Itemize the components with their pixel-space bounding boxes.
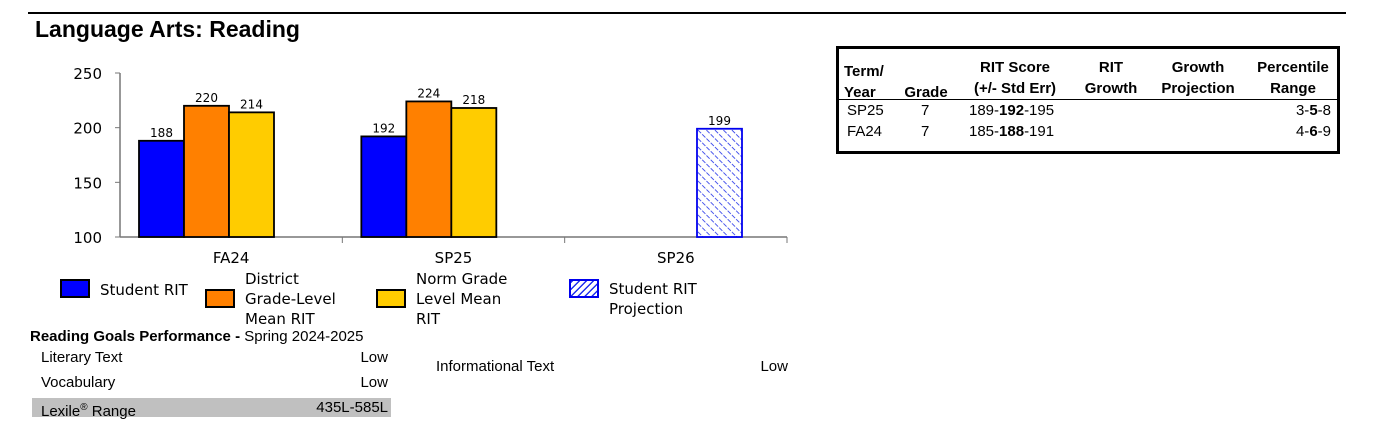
y-tick-label: 250 <box>73 65 102 83</box>
goal-name: Informational Text <box>436 358 555 375</box>
header-rit-growth: RIT Growth <box>1084 59 1138 97</box>
rit-bar-chart: 100 150 200 250 FA24 SP25 SP26 188 220 214 192 224 2… <box>73 65 788 267</box>
header-divider <box>839 99 1337 100</box>
header-percentile-range: Percentile Range <box>1257 59 1329 97</box>
header-growth-projection: Growth Projection <box>1161 59 1235 97</box>
row-rit-score: 185-188-191 <box>969 123 1055 140</box>
goal-value: Low <box>360 349 388 366</box>
lexile-label: Lexile® Range <box>41 402 136 420</box>
goal-value: Low <box>760 358 788 375</box>
legend-swatch-norm-mean <box>376 289 406 308</box>
bar-value-label: 214 <box>240 97 263 111</box>
legend-norm-mean: Norm Grade Level Mean RIT <box>376 269 521 329</box>
goals-title: Reading Goals Performance - Spring 2024-… <box>30 328 364 345</box>
row-grade: 7 <box>921 102 930 119</box>
bar-value-label: 192 <box>372 121 395 135</box>
row-grade: 7 <box>921 123 930 140</box>
x-tick-label: SP25 <box>435 249 473 267</box>
legend-label: Student RIT Projection <box>609 280 697 318</box>
bar-value-label: 224 <box>417 86 440 100</box>
header-term: Term/Year <box>844 63 884 101</box>
bar-value-label: 188 <box>150 126 173 140</box>
bar <box>696 127 743 238</box>
bar <box>228 111 275 238</box>
rit-score-table: Term/Year Grade RIT Score (+/- Std Err) R… <box>836 46 1340 154</box>
bar-value-label: 220 <box>195 91 218 105</box>
goal-name: Literary Text <box>41 349 123 366</box>
legend-district-mean: District Grade-Level Mean RIT <box>205 269 350 329</box>
row-rit-score: 189-192-195 <box>969 102 1055 119</box>
legend-label: Student RIT <box>100 281 188 299</box>
page-title: Language Arts: Reading <box>35 16 300 42</box>
bar <box>405 100 453 238</box>
row-percentile: 4-6-9 <box>1295 123 1331 140</box>
row-percentile: 3-5-8 <box>1295 102 1331 119</box>
bar <box>360 135 408 238</box>
top-rule <box>28 12 1346 14</box>
legend-label: Norm Grade Level Mean RIT <box>416 270 508 328</box>
bar <box>183 104 230 238</box>
legend-student-rit: Student RIT <box>60 279 210 300</box>
header-rit-score: RIT Score (+/- Std Err) <box>973 59 1057 97</box>
legend-projection: Student RIT Projection <box>569 279 709 319</box>
bar <box>138 139 185 238</box>
goal-value: Low <box>360 374 388 391</box>
row-term: SP25 <box>847 102 884 119</box>
bar-value-label: 218 <box>462 93 485 107</box>
x-tick-label: SP26 <box>657 249 695 267</box>
y-tick-label: 200 <box>73 120 102 138</box>
legend-swatch-student-rit <box>60 279 90 298</box>
y-tick-label: 150 <box>73 174 102 192</box>
lexile-value: 435L-585L <box>316 399 388 416</box>
row-term: FA24 <box>847 123 883 140</box>
goal-name: Vocabulary <box>41 374 116 391</box>
legend-label: District Grade-Level Mean RIT <box>245 270 336 328</box>
legend-swatch-projection <box>569 279 599 298</box>
y-tick-label: 100 <box>73 229 102 247</box>
bar <box>450 107 498 238</box>
x-tick-label: FA24 <box>213 249 250 267</box>
bar-value-label: 199 <box>708 114 731 128</box>
lexile-range-row <box>32 398 391 417</box>
header-grade: Grade <box>904 84 948 101</box>
legend-swatch-district-mean <box>205 289 235 308</box>
